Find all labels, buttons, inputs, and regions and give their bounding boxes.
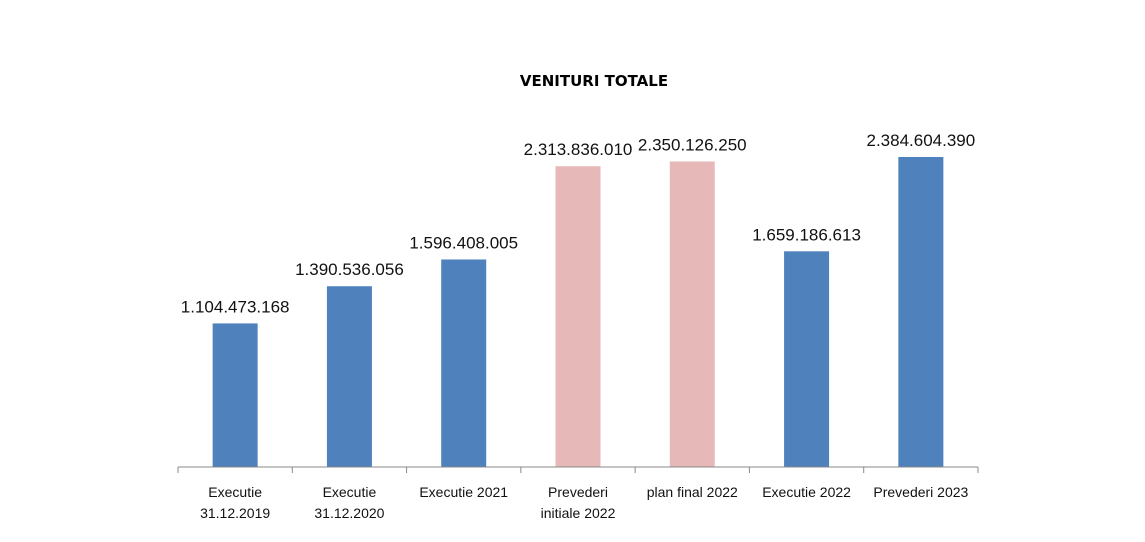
x-tick-label: plan final 2022 (647, 484, 738, 500)
data-label: 1.390.536.056 (295, 260, 404, 279)
data-label: 1.596.408.005 (409, 233, 518, 252)
x-tick-label: Executie (208, 484, 262, 500)
bar (326, 286, 372, 467)
x-tick-label: Prevederi (548, 484, 608, 500)
bar (784, 251, 830, 467)
chart-title: VENITURI TOTALE (520, 72, 668, 90)
data-label: 2.350.126.250 (638, 135, 747, 154)
x-tick-label: 31.12.2020 (314, 505, 384, 521)
bar (669, 161, 715, 467)
data-label: 1.104.473.168 (181, 297, 290, 316)
x-tick-label: Executie (323, 484, 377, 500)
x-tick-label: Executie 2022 (762, 484, 851, 500)
data-label: 2.313.836.010 (524, 140, 633, 159)
x-tick-label: Executie 2021 (419, 484, 508, 500)
bar (555, 166, 601, 467)
bar (441, 259, 487, 467)
bar (212, 323, 258, 467)
x-tick-label: initiale 2022 (541, 505, 616, 521)
x-tick-label: Prevederi 2023 (873, 484, 968, 500)
data-label: 2.384.604.390 (866, 131, 975, 150)
bar (898, 157, 944, 467)
x-tick-label: 31.12.2019 (200, 505, 270, 521)
data-label: 1.659.186.613 (752, 225, 861, 244)
